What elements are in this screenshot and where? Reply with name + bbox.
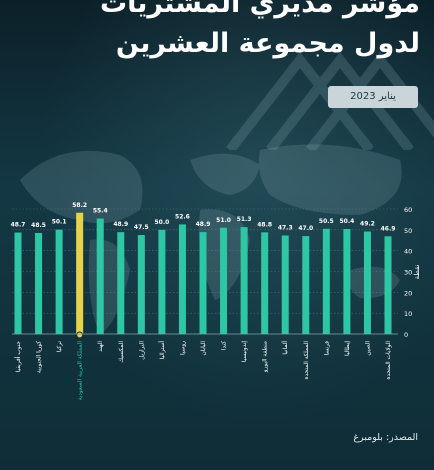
bar-8 <box>240 227 248 334</box>
bar-value-label: 55.4 <box>93 208 108 215</box>
bar-value-label: 48.7 <box>11 222 26 229</box>
category-label: كوريا الجنوبية <box>36 341 43 373</box>
highlight-marker <box>76 331 84 339</box>
bar-10 <box>199 232 207 334</box>
bar-1 <box>384 236 392 334</box>
bar-9 <box>220 227 228 334</box>
source-note: المصدر: بلومبرغ <box>353 432 418 443</box>
category-label: المملكة العربية السعودية <box>77 341 84 401</box>
bar-value-label: 50.4 <box>339 218 354 225</box>
bar-value-label: 48.8 <box>257 221 272 228</box>
bar-value-label: 48.5 <box>31 222 46 229</box>
date-badge: يناير 2023 <box>328 86 418 108</box>
y-tick-label: 60 <box>404 206 412 214</box>
category-label: منطقة اليورو <box>263 341 269 373</box>
bar-value-label: 47.3 <box>278 224 293 231</box>
bar-12 <box>158 229 166 334</box>
bar-4 <box>322 228 330 334</box>
y-tick-label: 50 <box>404 227 412 235</box>
bar-value-label: 51.0 <box>216 217 231 224</box>
category-label: تركيا <box>56 341 63 352</box>
y-tick-label: 10 <box>404 310 412 318</box>
bar-16 <box>76 212 84 334</box>
category-label: المملكة المتحدة <box>303 341 310 380</box>
bar-value-label: 49.2 <box>360 221 375 228</box>
y-tick-label: 20 <box>404 289 412 297</box>
category-label: روسيا <box>180 341 186 355</box>
y-tick-label: 40 <box>404 248 412 256</box>
category-label: إندونيسيا <box>242 341 248 363</box>
category-label: الصين <box>365 341 371 356</box>
category-label: اليابان <box>201 341 207 356</box>
bar-value-label: 51.3 <box>237 216 252 223</box>
title-line-1: مؤشر مديري المشتريات <box>100 0 420 19</box>
category-label: فرنسا <box>324 341 330 356</box>
bar-value-label: 50.0 <box>154 219 169 226</box>
bar-17 <box>55 229 63 334</box>
y-tick-label: 0 <box>404 331 408 339</box>
bar-3 <box>343 229 351 334</box>
bar-13 <box>137 235 145 334</box>
bar-value-label: 50.1 <box>52 219 67 226</box>
bar-19 <box>14 232 22 334</box>
category-label: البرازيل <box>139 341 145 360</box>
category-label: أستراليا <box>158 341 166 360</box>
category-label: ألمانيا <box>281 341 289 355</box>
bar-value-label: 58.2 <box>72 202 87 209</box>
title-line-2: لدول مجموعة العشرين <box>115 28 420 59</box>
bar-value-label: 47.5 <box>134 224 149 231</box>
bar-15 <box>96 218 104 334</box>
bar-7 <box>261 232 269 334</box>
bar-11 <box>178 224 186 334</box>
category-label: إيطاليا <box>345 341 351 356</box>
bar-5 <box>302 236 310 334</box>
bar-6 <box>281 235 289 334</box>
bar-value-label: 50.5 <box>319 218 334 225</box>
category-label: جنوب أفريقيا <box>14 341 22 373</box>
y-tick-label: 30 <box>404 269 412 277</box>
y-axis-label: نقطة <box>413 264 421 279</box>
bar-18 <box>35 232 43 334</box>
bar-value-label: 46.9 <box>381 225 396 232</box>
bar-value-label: 48.9 <box>196 221 211 228</box>
category-label: الولايات المتحدة <box>386 341 392 380</box>
bar-2 <box>363 231 371 334</box>
decorative-chevrons <box>226 51 434 150</box>
category-label: الهند <box>98 341 104 352</box>
bar-value-label: 48.9 <box>113 221 128 228</box>
category-label: المكسيك <box>118 341 125 363</box>
world-map-background <box>20 144 402 335</box>
bar-value-label: 52.6 <box>175 213 190 220</box>
bar-value-label: 47.0 <box>298 225 313 232</box>
bar-14 <box>117 232 125 334</box>
category-label: كندا <box>221 341 228 350</box>
